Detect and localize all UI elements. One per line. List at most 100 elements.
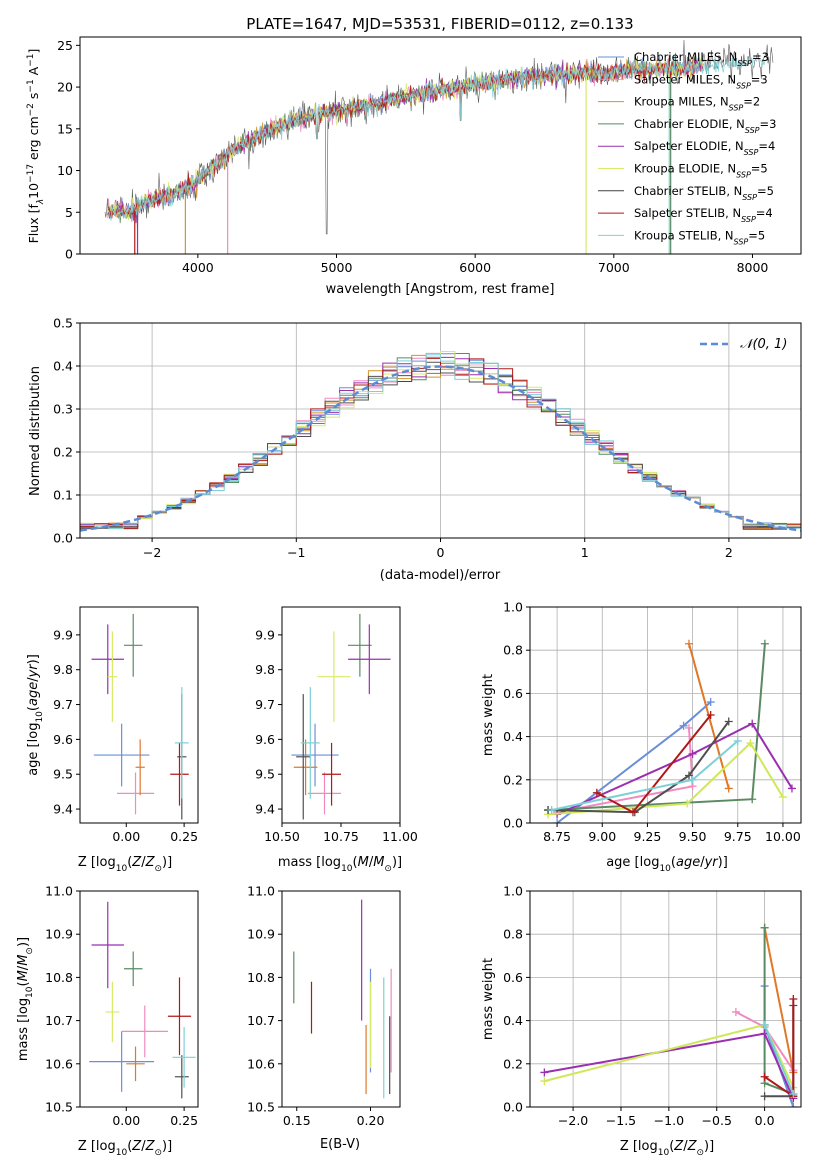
- p5-marker-5: [746, 739, 755, 748]
- p8-xtick-label: 0.0: [755, 1113, 775, 1128]
- spectrum-legend: Chabrier MILES, NSSP=3 Salpeter MILES, NS…: [598, 50, 776, 246]
- spectrum-xtick-label: 6000: [459, 260, 491, 275]
- p3-ytick-label: 9.5: [53, 767, 73, 782]
- p5-xtick-label: 9.50: [679, 829, 707, 844]
- weight-vs-metallicity-panel: −2.0 −1.5 −1.0 −0.5 0.0 0.0 0.2 0.4 0.6 0.8 1.0: [503, 884, 802, 1128]
- p4-xlabel: mass [log10(M/M⊙)]: [278, 855, 402, 874]
- mass-vs-ebv-panel: 0.15 0.20 10.5 10.6 10.7 10.8 10.9 11.0: [247, 884, 401, 1128]
- p8-marker-1: [731, 1007, 740, 1016]
- p4-ytick-label: 9.9: [255, 627, 275, 642]
- p7-ytick-label: 10.7: [247, 1013, 275, 1028]
- p5-marker-3: [748, 795, 757, 804]
- p7-xlabel: E(B-V): [320, 1137, 360, 1152]
- p6-xlabel: Z [log10(Z/Z⊙)]: [78, 1139, 172, 1158]
- p7-ytick-label: 10.8: [247, 970, 275, 985]
- p8-marks: [540, 923, 798, 1107]
- p7-xtick-label: 0.15: [283, 1113, 311, 1128]
- residuals-legend: 𝒩(0, 1): [700, 337, 787, 352]
- p6-marks: [89, 901, 196, 1099]
- p3-ytick-label: 9.6: [53, 732, 73, 747]
- p3-ytick-label: 9.7: [53, 697, 73, 712]
- spectrum-legend-label-5: Kroupa ELODIE, NSSP=5: [634, 162, 768, 180]
- p5-marker-7: [706, 711, 715, 719]
- residuals-ytick-label: 0.4: [53, 359, 73, 374]
- residuals-ticks: −2 −1 0 1 2 0.0 0.1 0.2 0.3 0.4 0.5: [53, 316, 733, 561]
- spectrum-ytick-label: 0: [65, 247, 73, 262]
- spectrum-legend-label-0: Chabrier MILES, NSSP=3: [634, 50, 769, 68]
- p5-ytick-label: 0.6: [503, 686, 523, 701]
- p8-ytick-label: 0.0: [503, 1100, 523, 1115]
- spectrum-xtick-label: 5000: [321, 260, 353, 275]
- p8-marker-4: [540, 1068, 549, 1077]
- p5-marker-6: [684, 771, 693, 780]
- spectrum-plot-area: [104, 39, 774, 254]
- residuals-xlabel: (data-model)/error: [380, 568, 501, 583]
- gauss-curve: [79, 365, 802, 532]
- p8-xlabel: Z [log10(Z/Z⊙)]: [620, 1139, 714, 1158]
- p6-xtick-label: 0.25: [170, 1113, 198, 1128]
- residuals-ylabel: Normed distribution: [28, 366, 43, 496]
- p5-ytick-label: 1.0: [503, 600, 523, 615]
- p5-series-6: [548, 720, 730, 814]
- p4-ytick-label: 9.6: [255, 732, 275, 747]
- residuals-xtick-label: 2: [725, 545, 733, 560]
- p5-marker-4: [688, 749, 697, 758]
- p7-frame: [281, 890, 401, 1108]
- spectrum-legend-label-4: Salpeter ELODIE, NSSP=4: [634, 139, 775, 157]
- p5-xlabel: age [log10(age/yr)]: [606, 855, 728, 874]
- p5-series-5: [548, 741, 784, 816]
- p8-marker-6: [760, 1092, 769, 1101]
- p8-marker-5: [540, 1077, 549, 1086]
- p8-ytick-label: 1.0: [503, 884, 523, 899]
- p3-ylabel: age [log10(age/yr)]: [26, 654, 45, 776]
- spectrum-panel: PLATE=1647, MJD=53531, FIBERID=0112, z=0…: [26, 15, 802, 297]
- p5-xtick-label: 9.75: [724, 829, 752, 844]
- p5-ylabel: mass weight: [481, 674, 496, 756]
- p8-marker-0: [789, 1103, 798, 1107]
- residuals-ytick-label: 0.1: [53, 488, 73, 503]
- p8-ytick-label: 0.2: [503, 1056, 523, 1071]
- residuals-xtick-label: −1: [287, 545, 305, 560]
- p5-marker-5: [683, 799, 692, 808]
- p5-marker-5: [778, 793, 787, 802]
- spectrum-xtick-label: 8000: [737, 260, 769, 275]
- p5-xtick-label: 8.75: [543, 829, 571, 844]
- p6-ytick-label: 11.0: [45, 884, 73, 899]
- p6-ytick-label: 10.9: [45, 927, 73, 942]
- age-vs-mass-panel: 10.50 10.75 11.00 9.4 9.5 9.6 9.7 9.8 9.9: [255, 606, 418, 844]
- p5-marker-7: [592, 788, 601, 797]
- p7-xtick-label: 0.20: [357, 1113, 385, 1128]
- spectrum-line-6: [104, 39, 774, 235]
- age-vs-metallicity-panel: 0.00 0.25 9.4 9.5 9.6 9.7 9.8 9.9: [53, 606, 199, 844]
- spectrum-ticks: 4000 5000 6000 7000 8000 0 5 10 15 20 25: [57, 38, 768, 275]
- spectrum-legend-label-7: Salpeter STELIB, NSSP=4: [634, 206, 773, 224]
- spectrum-legend-label-3: Chabrier ELODIE, NSSP=3: [634, 117, 776, 134]
- spectrum-ytick-label: 15: [57, 121, 73, 136]
- p7-ytick-label: 10.5: [247, 1100, 275, 1115]
- p3-ytick-label: 9.4: [53, 802, 73, 817]
- p4-marks: [291, 613, 391, 820]
- p8-frame: [529, 890, 802, 1108]
- p8-ytick-label: 0.6: [503, 970, 523, 985]
- p3-xtick-label: 0.00: [112, 829, 140, 844]
- p5-xtick-label: 9.00: [588, 829, 616, 844]
- p8-xtick-label: −1.0: [654, 1113, 684, 1128]
- p5-marks: [544, 639, 796, 823]
- residuals-ytick-label: 0.3: [53, 402, 73, 417]
- p5-marker-4: [748, 719, 757, 728]
- p5-marker-1: [684, 723, 693, 732]
- spectrum-legend-label-6: Chabrier STELIB, NSSP=5: [634, 184, 774, 202]
- residuals-ytick-label: 0.5: [53, 316, 73, 331]
- residuals-xtick-label: −2: [143, 545, 161, 560]
- p3-xlabel: Z [log10(Z/Z⊙)]: [78, 855, 172, 874]
- p8-xtick-label: −0.5: [702, 1113, 732, 1128]
- p8-marker-7: [789, 995, 798, 1003]
- p4-xtick-label: 10.75: [323, 829, 359, 844]
- p6-ytick-label: 10.5: [45, 1100, 73, 1115]
- p5-marker-0: [553, 819, 562, 823]
- p5-ytick-label: 0.2: [503, 772, 523, 787]
- p7-ytick-label: 11.0: [247, 884, 275, 899]
- spectrum-line-8: [107, 55, 766, 221]
- p6-ytick-label: 10.6: [45, 1056, 73, 1071]
